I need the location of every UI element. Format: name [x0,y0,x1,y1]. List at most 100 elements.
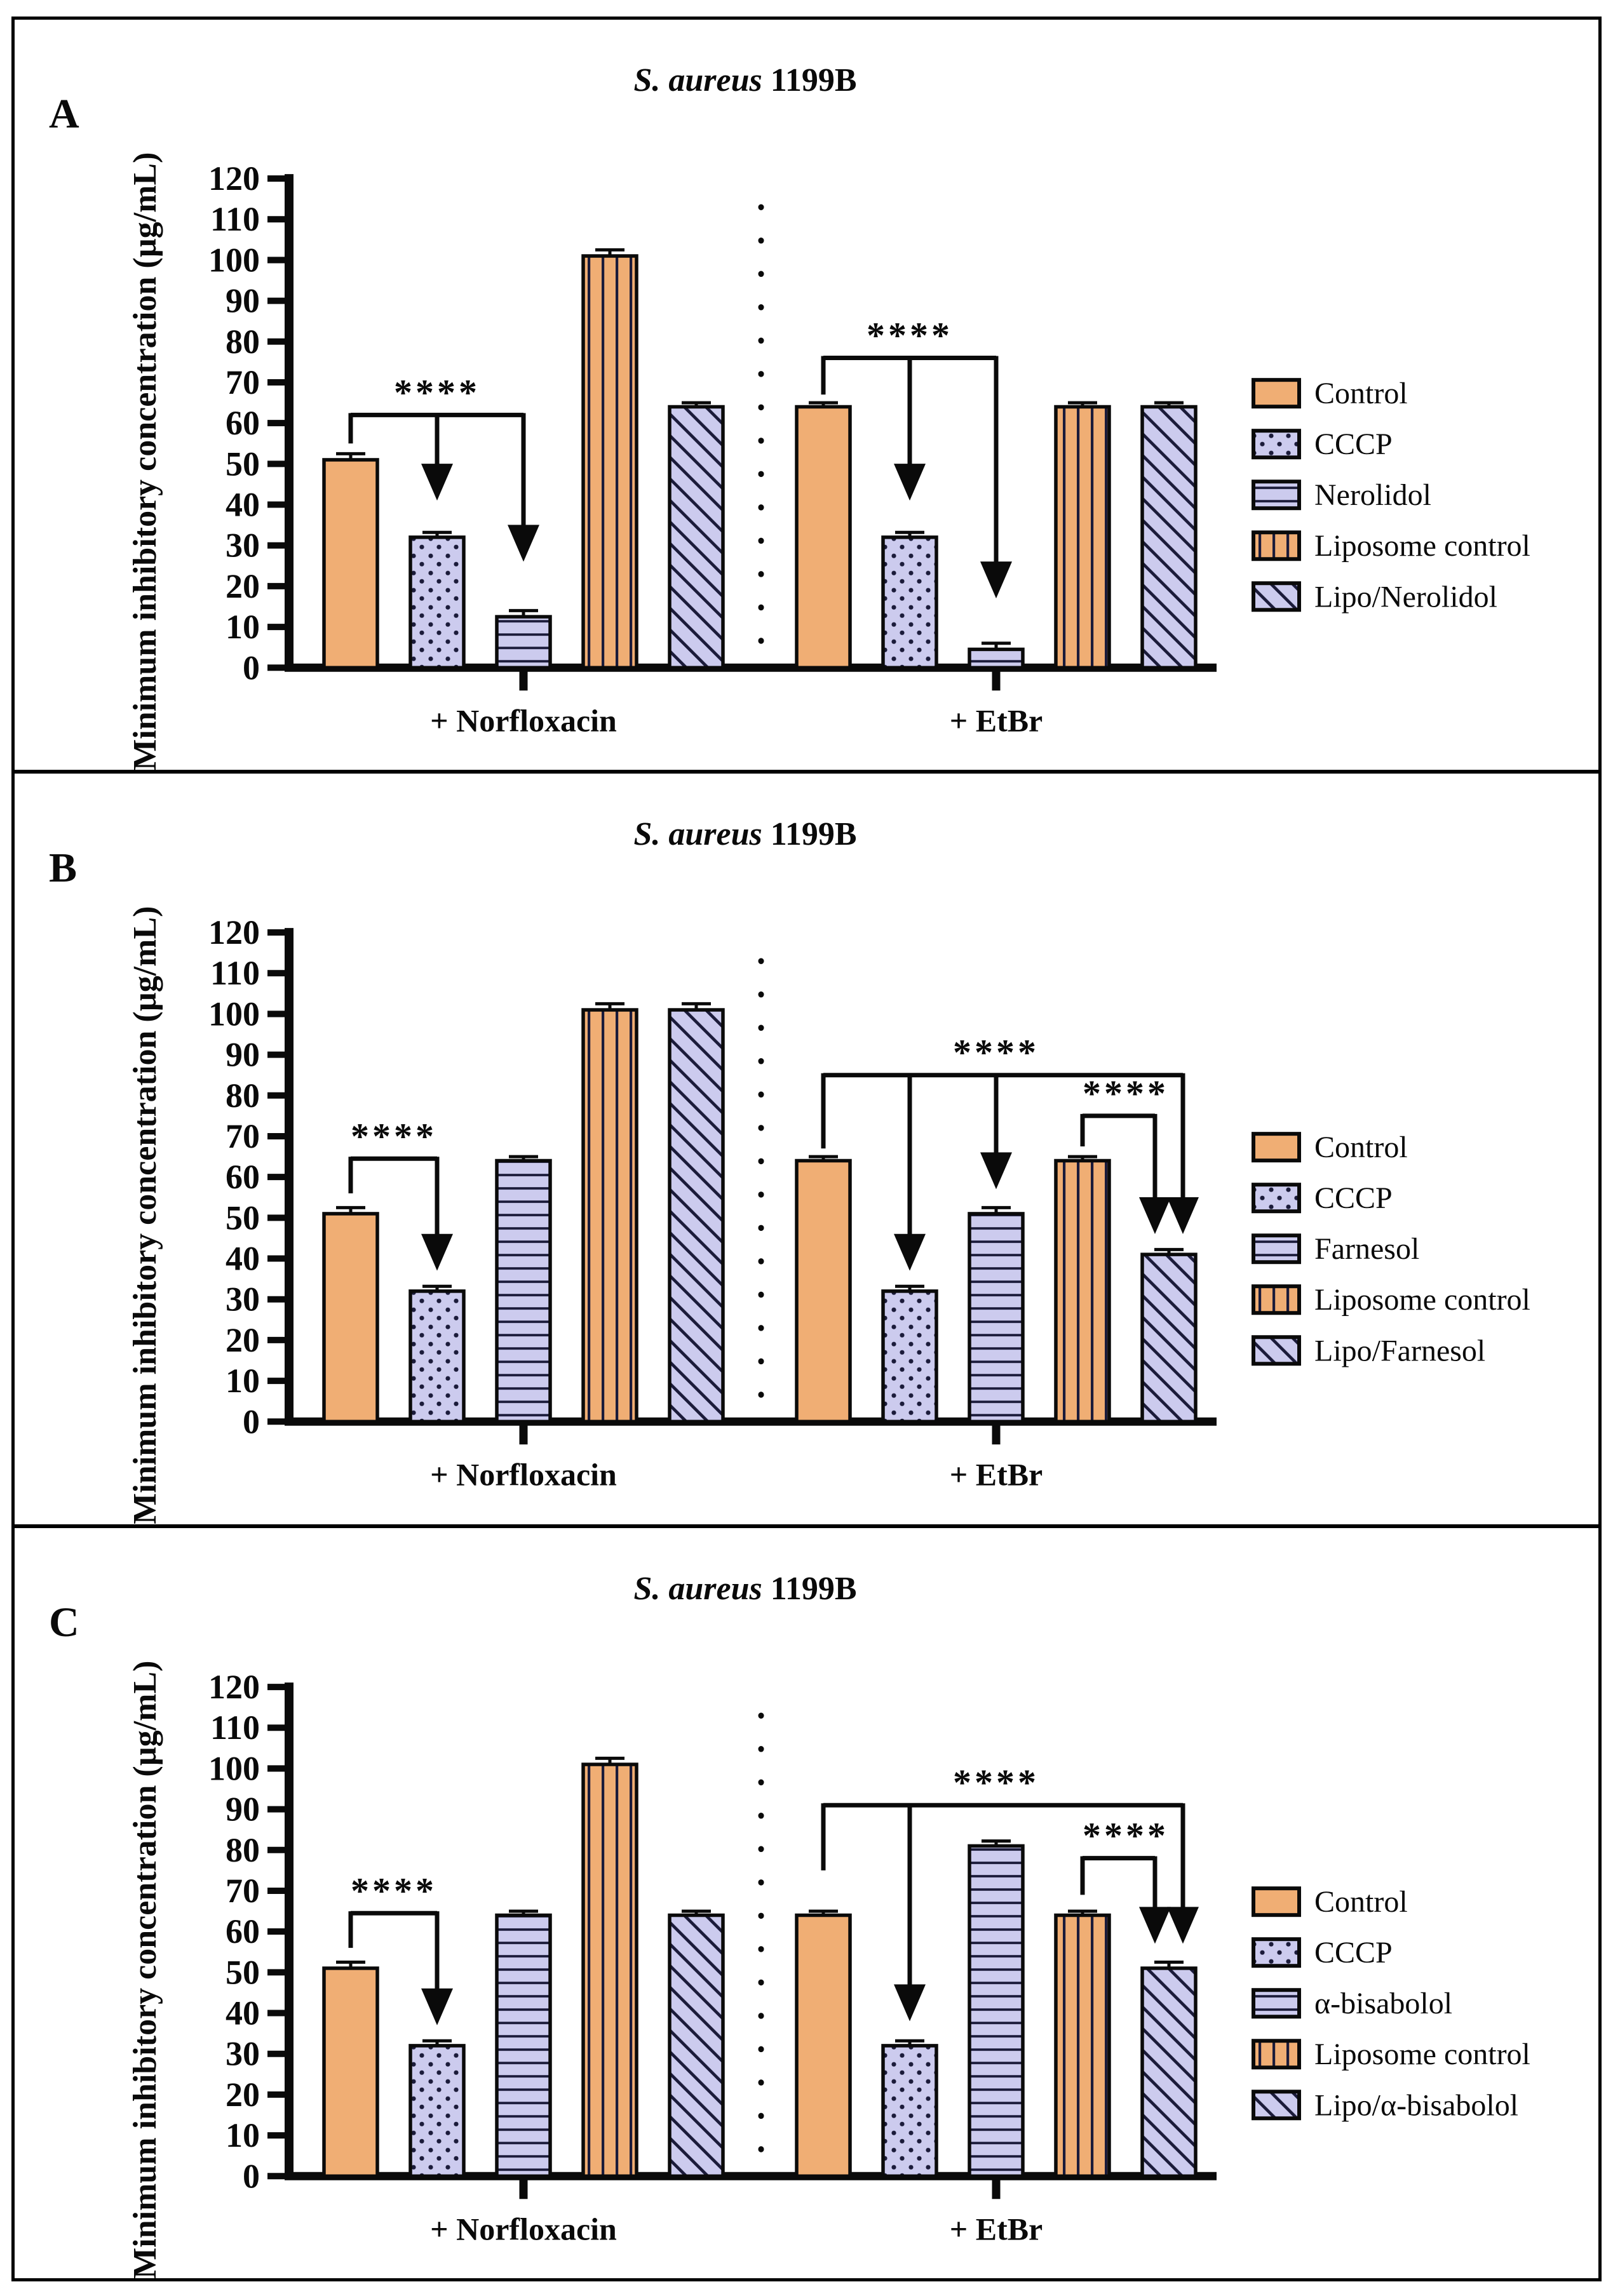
arrow-head-icon [1139,1197,1171,1235]
arrow-head-icon [1167,1197,1199,1235]
arrow-head-icon [421,1988,453,2025]
legend-label: α-bisabolol [1314,1987,1452,2020]
legend-label: Farnesol [1314,1233,1419,1266]
arrow-head-icon [894,1984,926,2022]
legend-item-Farnesol: Farnesol [1252,1233,1419,1266]
legend-item-Lipo/Farnesol: Lipo/Farnesol [1252,1334,1485,1368]
y-tick-label: 80 [226,1077,260,1115]
y-tick-label: 60 [226,404,260,442]
significance-stars: **** [394,372,480,413]
panel-a: A S. aureus 1199B Minimum inhibitory conce… [15,20,1598,770]
panel-c: C S. aureus 1199B Minimum inhibitory conce… [15,1524,1598,2278]
y-tick-label: 30 [226,527,260,565]
y-tick-label: 40 [226,486,260,524]
panel-b-chart: B S. aureus 1199B Minimum inhibitory conce… [49,816,1530,1524]
y-tick-label: 70 [226,1872,260,1910]
legend-item-Liposome control: Liposome control [1252,1284,1530,1317]
bar-CCCP [408,2043,466,2178]
significance-stars: **** [953,1762,1039,1803]
legend-swatch-diag-icon [1252,581,1301,612]
y-tick-label: 20 [226,567,260,605]
y-tick-label: 60 [226,1912,260,1950]
chart-title: S. aureus 1199B [633,1571,856,1607]
panel-b: B S. aureus 1199B Minimum inhibitory conce… [15,770,1598,1524]
y-tick-label: 40 [226,1240,260,1278]
legend-label: Liposome control [1314,1284,1530,1317]
significance-bracket: **** [348,1116,453,1272]
y-tick-label: 10 [226,608,260,646]
legend-item-CCCP: CCCP [1252,1936,1393,1970]
bar-CCCP [881,2043,938,2178]
arrow-head-icon [508,525,539,562]
legend-item-Lipo/α-bisabolol: Lipo/α-bisabolol [1252,2088,1518,2122]
bar-Liposome control [581,1008,638,1424]
bar-Nerolidol [495,615,552,670]
y-tick-label: 90 [226,1036,260,1074]
arrow-head-icon [421,464,453,501]
legend-label: Control [1314,1131,1408,1164]
y-tick-label: 80 [226,1830,260,1869]
y-tick-label: 110 [210,200,260,238]
y-tick-label: 30 [226,2034,260,2072]
arrow-head-icon [894,1234,926,1272]
significance-bracket: **** [1080,1073,1171,1235]
arrow-head-icon [1167,1907,1199,1944]
x-group-label: + EtBr [950,702,1043,738]
legend-item-Control: Control [1252,1131,1408,1164]
chart-title: S. aureus 1199B [633,816,856,852]
legend-item-Nerolidol: Nerolidol [1252,478,1431,512]
x-group-label: + Norfloxacin [430,2211,617,2246]
y-tick-label: 70 [226,363,260,401]
legend-label: Nerolidol [1314,478,1431,512]
bar-CCCP [408,1289,466,1424]
y-tick-label: 0 [243,2157,260,2195]
y-tick-label: 100 [208,995,260,1033]
arrow-head-icon [980,561,1012,599]
legend-swatch-hlines-icon [1252,1987,1301,2018]
y-tick-label: 50 [226,1199,260,1237]
x-group-label: + EtBr [950,1457,1043,1493]
legend-swatch-vlines-icon [1252,2038,1301,2069]
legend-swatch-solid-icon [1252,1132,1301,1163]
bar-Liposome control [581,1762,638,2178]
legend-item-Control: Control [1252,377,1408,410]
y-tick-label: 110 [210,1709,260,1747]
bar-Control [795,1159,852,1424]
legend-label: Liposome control [1314,529,1530,563]
legend-swatch-solid-icon [1252,1886,1301,1917]
bar-Farnesol [968,1212,1025,1424]
chart-title: S. aureus 1199B [633,62,856,98]
legend-label: CCCP [1314,1182,1393,1216]
y-tick-label: 20 [226,1321,260,1359]
bar-Lipo/Nerolidol [1140,405,1198,670]
legend-swatch-vlines-icon [1252,1284,1301,1315]
significance-stars: **** [953,1032,1039,1073]
legend-item-Liposome control: Liposome control [1252,2038,1530,2071]
figure-frame: A S. aureus 1199B Minimum inhibitory conce… [11,17,1602,2281]
x-group-label: + Norfloxacin [430,1457,617,1493]
legend-item-Liposome control: Liposome control [1252,529,1530,563]
y-tick-label: 90 [226,282,260,320]
y-tick-label: 50 [226,445,260,483]
bar-Lipo/α-bisabolol [1140,1966,1198,2178]
panel-letter: A [49,91,79,137]
bar-Control [322,1966,379,2178]
y-tick-label: 50 [226,1953,260,1991]
panel-a-chart: A S. aureus 1199B Minimum inhibitory conce… [49,62,1530,770]
legend-label: Lipo/α-bisabolol [1314,2088,1518,2122]
y-tick-label: 70 [226,1117,260,1155]
bar-Lipo/Farnesol [1140,1252,1198,1424]
x-group-label: + Norfloxacin [430,702,617,738]
bar-Liposome control [581,254,638,670]
x-group-label: + EtBr [950,2211,1043,2246]
arrow-head-icon [1139,1907,1171,1944]
legend-swatch-vlines-icon [1252,530,1301,561]
legend-item-CCCP: CCCP [1252,427,1393,461]
bar-α-bisabolol [968,1844,1025,2178]
bar-Liposome control [1054,1159,1111,1424]
bar-Control [795,1913,852,2178]
legend-item-Lipo/Nerolidol: Lipo/Nerolidol [1252,580,1497,614]
panel-c-chart: C S. aureus 1199B Minimum inhibitory conce… [49,1571,1530,2278]
legend-swatch-dots-icon [1252,429,1301,460]
bar-Lipo/Nerolidol [668,405,725,670]
